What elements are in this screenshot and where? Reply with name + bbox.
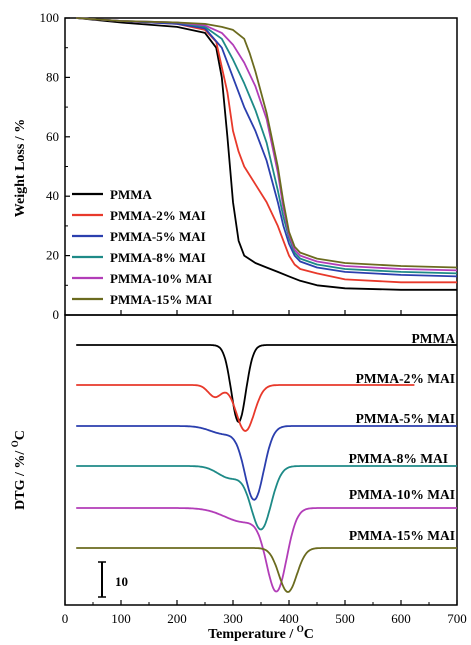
dtg-series-line	[76, 465, 457, 531]
dtg-curve-labels: PMMA PMMA-2% MAI PMMA-5% MAI PMMA-8% MAI PMM…	[349, 331, 456, 543]
tga-series-line	[76, 17, 458, 275]
x-tick-label: 400	[279, 611, 299, 626]
legend-label: PMMA-15% MAI	[110, 292, 212, 307]
x-tick-label: 300	[223, 611, 243, 626]
legend-label: PMMA-8% MAI	[110, 250, 206, 265]
x-tick-label: 500	[335, 611, 355, 626]
dtg-curves	[76, 344, 457, 593]
y-tick-label: 60	[46, 129, 59, 144]
tga-curves	[76, 17, 458, 291]
legend-label: PMMA-5% MAI	[110, 229, 206, 244]
dtg-curve-label: PMMA-8% MAI	[349, 451, 448, 466]
tga-series-line	[76, 17, 458, 269]
tga-legend: PMMA PMMA-2% MAI PMMA-5% MAI PMMA-8% MAI PMM…	[72, 187, 212, 307]
bottom-x-ticks: 0 100 200 300 400 500 600 700	[62, 310, 467, 626]
y-tick-label: 40	[46, 188, 59, 203]
dtg-series-line	[76, 384, 415, 432]
dtg-curve-label: PMMA	[412, 331, 456, 346]
dtg-curve-label: PMMA-5% MAI	[356, 411, 455, 426]
x-tick-label: 100	[111, 611, 131, 626]
x-tick-label: 200	[167, 611, 187, 626]
y-tick-label: 100	[40, 10, 60, 25]
top-y-axis-title: Weight Loss / %	[13, 119, 28, 217]
x-tick-label: 600	[391, 611, 411, 626]
scale-bar-label: 10	[115, 574, 128, 589]
legend-label: PMMA-10% MAI	[110, 271, 212, 286]
x-tick-label: 700	[447, 611, 467, 626]
dtg-curve-label: PMMA-15% MAI	[349, 528, 455, 543]
bottom-y-axis-title: DTG / %/ OC	[10, 430, 28, 510]
y-tick-label: 0	[53, 307, 60, 322]
dtg-series-line	[76, 344, 457, 423]
scale-bar: 10	[98, 561, 128, 598]
y-tick-label: 80	[46, 69, 59, 84]
legend-label: PMMA	[110, 187, 152, 202]
tga-series-line	[76, 17, 457, 291]
x-axis-title: Temperature / OC	[208, 624, 314, 642]
y-tick-label: 20	[46, 248, 59, 263]
dtg-curve-label: PMMA-2% MAI	[356, 371, 455, 386]
legend-label: PMMA-2% MAI	[110, 208, 206, 223]
dtg-series-line	[76, 507, 457, 593]
x-tick-label: 0	[62, 611, 69, 626]
tga-series-line	[76, 17, 458, 278]
dtg-curve-label: PMMA-10% MAI	[349, 487, 455, 502]
top-y-ticks: 0 20 40 60 80 100	[40, 10, 70, 322]
dtg-series-line	[76, 425, 457, 501]
tga-series-line	[76, 17, 458, 272]
dtg-series-line	[76, 547, 457, 593]
